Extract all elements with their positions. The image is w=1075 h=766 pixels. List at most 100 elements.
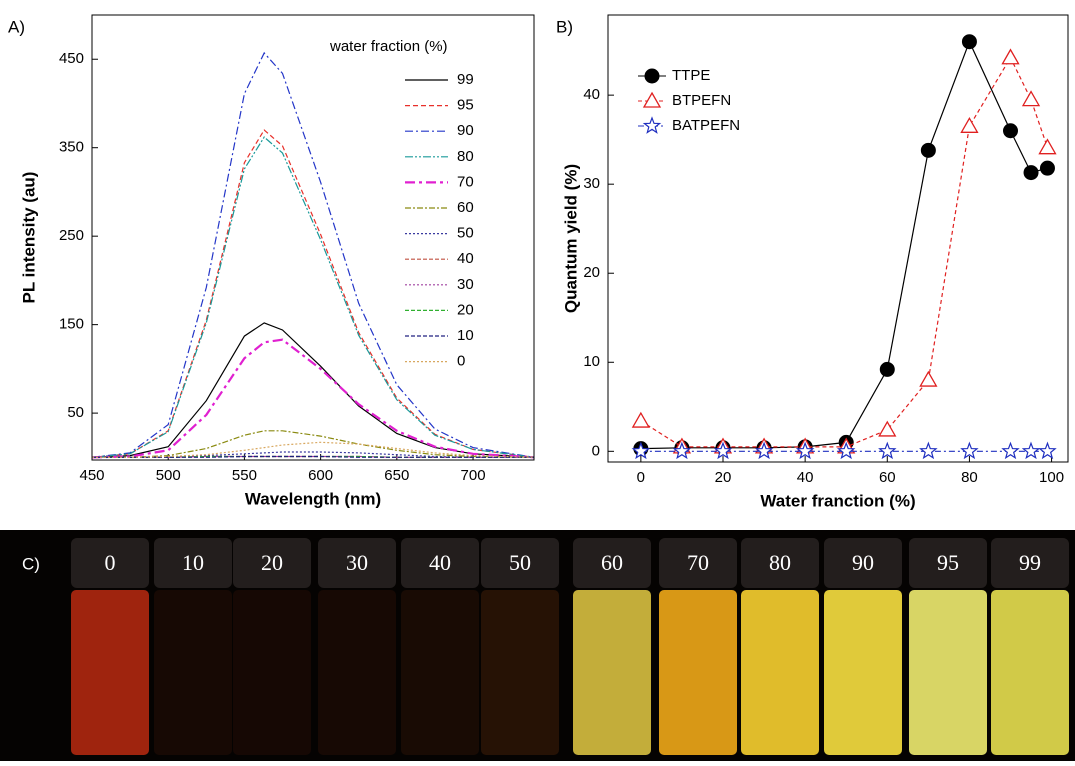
- data-point: [795, 441, 815, 460]
- data-point: [672, 441, 692, 460]
- vial-label: 50: [509, 550, 531, 575]
- vial-label: 20: [261, 550, 283, 575]
- vial-label: 70: [687, 550, 709, 575]
- legend-label: 0: [457, 353, 465, 370]
- vial-body: [481, 590, 559, 755]
- data-point: [1001, 48, 1020, 65]
- x-tick-label: 40: [797, 469, 814, 486]
- data-point: [631, 411, 650, 428]
- vial-cap: [991, 538, 1069, 588]
- legend-label: 70: [457, 173, 474, 190]
- vial-body: [318, 590, 396, 755]
- data-point: [919, 370, 938, 387]
- x-tick-label: 700: [461, 467, 486, 484]
- series-line: [92, 51, 534, 458]
- vial-body: [824, 590, 902, 755]
- data-point: [1038, 138, 1057, 155]
- y-tick-label: 0: [592, 442, 600, 459]
- y-tick-label: 450: [59, 50, 84, 67]
- series-line: [92, 455, 534, 458]
- data-point: [754, 441, 774, 460]
- y-axis-label: Quantum yield (%): [561, 164, 580, 313]
- vial-cap: [909, 538, 987, 588]
- data-point: [1039, 160, 1055, 176]
- vial-cap: [824, 538, 902, 588]
- x-axis-label: Water franction (%): [760, 491, 915, 510]
- vial-label: 60: [601, 550, 623, 575]
- plot-frame: [607, 14, 1069, 463]
- y-tick-label: 150: [59, 316, 84, 333]
- panel-label: C): [22, 554, 40, 573]
- x-tick-label: 600: [308, 467, 333, 484]
- legend-label: TTPE: [672, 67, 710, 84]
- series-line: [92, 430, 534, 458]
- data-point: [1003, 123, 1018, 139]
- x-tick-label: 550: [232, 467, 257, 484]
- legend-marker: [644, 68, 660, 84]
- data-point: [879, 361, 895, 377]
- x-tick-label: 80: [961, 469, 978, 486]
- x-tick-label: 650: [384, 467, 409, 484]
- legend-marker: [642, 116, 662, 134]
- legend-label: BATPEFN: [672, 117, 740, 134]
- vial-body: [233, 590, 311, 755]
- data-point: [920, 142, 936, 158]
- vial-cap: [573, 538, 651, 588]
- data-point: [1023, 165, 1039, 181]
- x-tick-label: 60: [879, 469, 896, 486]
- data-point: [1021, 90, 1041, 107]
- data-point: [960, 441, 979, 460]
- y-tick-label: 350: [59, 139, 84, 156]
- panel-label: A): [8, 17, 25, 36]
- vial-body: [991, 590, 1069, 755]
- vial-body: [71, 590, 149, 755]
- vial-label: 80: [769, 550, 791, 575]
- y-tick-label: 250: [59, 227, 84, 244]
- data-point: [713, 441, 733, 460]
- vial-label: 95: [937, 550, 959, 575]
- vial-body: [401, 590, 479, 755]
- y-tick-label: 20: [583, 264, 600, 281]
- vial-cap: [401, 538, 479, 588]
- legend-label: 50: [457, 225, 474, 242]
- vial-body: [741, 590, 819, 755]
- vial-cap: [741, 538, 819, 588]
- vial-label: 40: [429, 550, 451, 575]
- series-line: [92, 136, 534, 458]
- vial-body: [573, 590, 651, 755]
- vial-body: [154, 590, 232, 755]
- data-point: [961, 34, 977, 50]
- y-axis-label: PL intensity (au): [19, 172, 38, 304]
- vial-cap: [154, 538, 232, 588]
- series-line: [92, 338, 534, 459]
- data-point: [878, 420, 897, 437]
- x-tick-label: 450: [79, 467, 104, 484]
- y-tick-label: 30: [583, 175, 600, 192]
- vial-cap: [233, 538, 311, 588]
- data-point: [919, 441, 938, 460]
- x-tick-label: 20: [715, 469, 732, 486]
- vial-cap: [318, 538, 396, 588]
- y-tick-label: 40: [583, 86, 600, 103]
- data-point: [1038, 441, 1057, 460]
- legend-label: 99: [457, 71, 474, 88]
- vial-label: 0: [105, 550, 116, 575]
- series-line: [640, 56, 1049, 448]
- legend-title: water fraction (%): [329, 38, 448, 55]
- vial-body: [909, 590, 987, 755]
- data-point: [836, 441, 856, 460]
- vial-label: 90: [852, 550, 874, 575]
- x-tick-label: 0: [637, 469, 645, 486]
- vial-body: [659, 590, 737, 755]
- data-point: [1021, 441, 1041, 460]
- vial-cap: [659, 538, 737, 588]
- legend-label: 95: [457, 97, 474, 114]
- series-line: [92, 455, 534, 458]
- data-point: [960, 116, 979, 133]
- x-axis-label: Wavelength (nm): [245, 489, 381, 508]
- legend-label: 40: [457, 250, 474, 267]
- legend-label: 30: [457, 276, 474, 293]
- legend-label: 20: [457, 301, 474, 318]
- legend-label: 10: [457, 327, 474, 344]
- vial-cap: [481, 538, 559, 588]
